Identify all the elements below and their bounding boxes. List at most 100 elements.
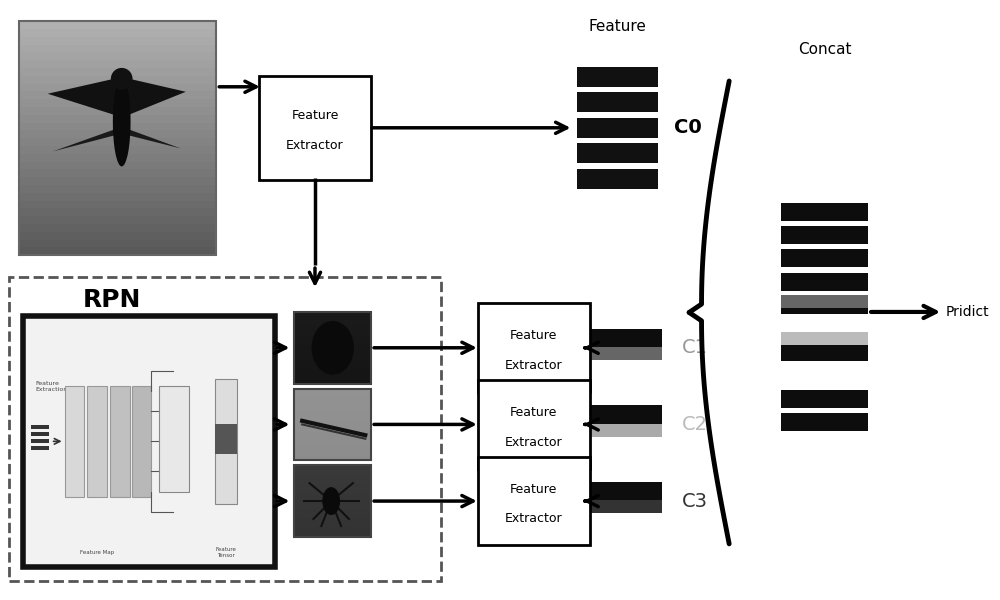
Bar [781, 273, 868, 291]
Bar [294, 527, 371, 532]
Bar [294, 475, 371, 479]
Bar [781, 250, 868, 268]
Bar [577, 92, 658, 112]
Bar [583, 424, 662, 437]
Bar [19, 68, 216, 76]
Bar [294, 389, 371, 460]
Bar [19, 239, 216, 247]
Bar [294, 518, 371, 523]
Text: Extractor: Extractor [505, 359, 563, 372]
Bar [781, 295, 868, 308]
Bar [19, 76, 216, 83]
Bar [577, 67, 658, 87]
Bar [294, 369, 371, 374]
Bar [19, 232, 216, 239]
Bar [294, 394, 371, 398]
Bar [294, 508, 371, 513]
Polygon shape [122, 122, 181, 149]
FancyBboxPatch shape [478, 380, 590, 469]
Bar [583, 329, 662, 349]
Bar [19, 247, 216, 255]
Bar [781, 343, 868, 361]
Bar [19, 37, 216, 44]
Bar [294, 470, 371, 475]
Bar [781, 226, 868, 244]
Text: Pridict: Pridict [946, 305, 990, 319]
Text: C3: C3 [682, 491, 708, 511]
Bar [19, 29, 216, 37]
Text: C1: C1 [682, 338, 708, 357]
Bar [294, 532, 371, 537]
Bar [294, 346, 371, 350]
Text: Feature
Extraction: Feature Extraction [35, 381, 67, 392]
Bar [19, 21, 216, 255]
Bar [294, 312, 371, 317]
Bar [19, 216, 216, 224]
FancyBboxPatch shape [478, 457, 590, 545]
Text: Extractor: Extractor [505, 436, 563, 449]
Bar [294, 398, 371, 403]
Bar [583, 482, 662, 502]
Bar [294, 484, 371, 489]
Text: Feature: Feature [510, 482, 558, 496]
Bar [159, 386, 189, 491]
Text: C2: C2 [682, 415, 708, 434]
Polygon shape [53, 122, 122, 151]
Bar [19, 130, 216, 138]
FancyBboxPatch shape [478, 304, 590, 392]
Bar [19, 185, 216, 193]
Bar [294, 465, 371, 537]
Bar [19, 169, 216, 177]
Bar [19, 60, 216, 68]
Bar [294, 322, 371, 326]
Bar [294, 436, 371, 441]
Bar [294, 331, 371, 336]
Bar [19, 193, 216, 200]
Bar [19, 146, 216, 154]
Bar [19, 138, 216, 146]
Ellipse shape [111, 68, 133, 90]
Bar [19, 21, 216, 29]
Bar [781, 296, 868, 314]
Polygon shape [122, 79, 186, 116]
Text: Feature
Tensor: Feature Tensor [216, 547, 237, 558]
Bar [294, 341, 371, 346]
Bar [19, 177, 216, 185]
Bar [294, 336, 371, 341]
Bar [294, 374, 371, 379]
Bar [294, 407, 371, 412]
Bar [294, 422, 371, 427]
Bar [294, 403, 371, 407]
Text: Extractor: Extractor [505, 512, 563, 526]
Bar [294, 417, 371, 422]
Bar [577, 169, 658, 188]
Bar [781, 413, 868, 431]
Bar [294, 317, 371, 322]
Bar [583, 405, 662, 425]
Bar [19, 115, 216, 122]
Bar [19, 83, 216, 91]
Bar [132, 386, 151, 497]
Bar [294, 360, 371, 365]
Bar [577, 118, 658, 138]
Text: Feature: Feature [510, 406, 558, 419]
Bar [19, 224, 216, 232]
Bar [19, 200, 216, 208]
Bar [294, 365, 371, 369]
Bar [294, 312, 371, 383]
Polygon shape [48, 79, 122, 116]
Bar [65, 386, 84, 497]
Text: Concat: Concat [798, 41, 852, 56]
Text: Extractor: Extractor [286, 139, 344, 152]
Bar [294, 441, 371, 446]
Text: RPN: RPN [83, 288, 141, 312]
Bar [294, 513, 371, 518]
Bar [19, 161, 216, 169]
Bar [583, 500, 662, 513]
Text: Feature: Feature [510, 329, 558, 343]
Bar [19, 208, 216, 216]
Bar [294, 427, 371, 431]
Bar [294, 523, 371, 527]
Bar [294, 355, 371, 360]
Bar [781, 390, 868, 408]
